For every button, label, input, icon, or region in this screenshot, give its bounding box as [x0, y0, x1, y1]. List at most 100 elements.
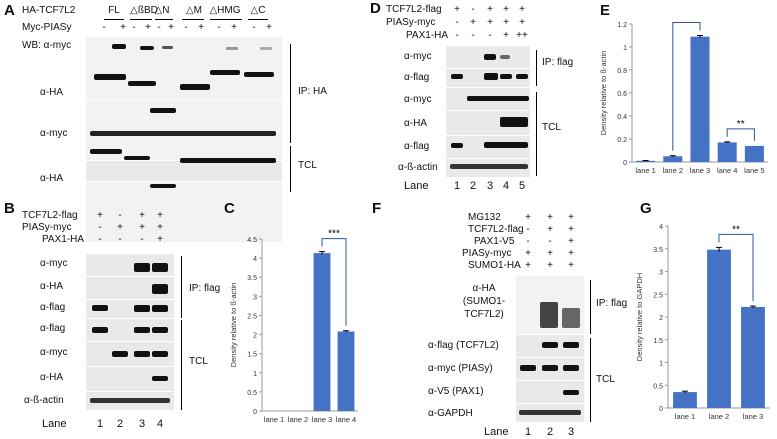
lane-sign: + [145, 22, 151, 33]
lane-label: Lane [484, 426, 509, 438]
row-label: PIASy-myc [386, 17, 436, 28]
x-tick-label: lane 4 [336, 415, 356, 424]
y-tick-label: 0 [659, 406, 663, 413]
group-bracket [536, 50, 537, 86]
bar [673, 392, 697, 408]
lane-sign: + [525, 260, 531, 271]
group-bracket [590, 338, 591, 422]
construct-underline [182, 19, 204, 20]
band [180, 158, 276, 163]
construct-label: FL [108, 5, 120, 16]
bar-chart-e: 0 0.2 0.4 0.6 0.8 1 1.2 Density relative to ß-a… [599, 18, 768, 175]
blot-label: α-GAPDH [428, 408, 473, 419]
row-label: PIASy-myc [22, 222, 72, 233]
blot-label: α-myc [40, 128, 68, 139]
blot-label: α-myc [404, 94, 432, 105]
lane-number: 4 [502, 180, 510, 192]
panel-label-a: A [4, 2, 15, 19]
panel-label-d: D [370, 0, 381, 17]
band [152, 327, 168, 333]
band [450, 164, 528, 169]
construct-underline [155, 19, 173, 20]
y-axis-label: Density relative to GAPDH [635, 273, 644, 361]
lane-sign: - [118, 234, 122, 245]
y-tick-label: 2.5 [247, 313, 257, 320]
bar-chart-c: 0 0.5 1 1.5 2 2.5 3 3.5 4 4.5 Density relative to … [229, 229, 358, 424]
bar [313, 253, 331, 411]
lane-number: 2 [116, 418, 124, 430]
blot-tcl-ha [86, 182, 282, 242]
lane-sign: + [503, 4, 509, 15]
row-label: MG132 [468, 212, 501, 223]
y-tick-label: 0.8 [617, 68, 627, 75]
lane-sign: + [231, 22, 237, 33]
lane-sign: + [157, 222, 163, 233]
band [92, 305, 108, 311]
lane-number: 5 [518, 180, 526, 192]
lane-sign: - [217, 22, 221, 33]
lane-sign: - [252, 22, 256, 33]
band [244, 72, 274, 77]
blot-label: α-HA [40, 372, 64, 383]
lane-sign: - [118, 210, 122, 221]
band [500, 74, 512, 79]
band [484, 73, 498, 80]
lane-sign: - [526, 224, 530, 235]
band [90, 398, 170, 403]
lane-sign: - [526, 236, 530, 247]
y-tick-label: 4 [253, 256, 257, 263]
lane-sign: + [470, 17, 476, 28]
lane-sign: ++ [516, 30, 528, 41]
lane-number: 2 [546, 426, 554, 438]
y-tick-label: 0.5 [247, 390, 257, 397]
construct-underline [210, 19, 242, 20]
lane-label: Lane [404, 180, 429, 192]
y-tick-label: 3 [659, 270, 663, 277]
lane-sign: + [454, 4, 460, 15]
y-tick-label: 1.2 [617, 22, 627, 29]
x-tick-label: lane 3 [690, 166, 710, 175]
lane-sign: - [488, 30, 492, 41]
band [540, 302, 558, 328]
y-tick-label: 1 [253, 371, 257, 378]
lane-sign: + [117, 222, 123, 233]
band [152, 376, 168, 381]
lane-sign: + [266, 22, 272, 33]
significance-label: *** [328, 229, 340, 240]
band [562, 308, 580, 328]
group-label-ip: IP: flag [596, 298, 628, 309]
blot-label: α-HA [40, 281, 64, 292]
y-tick-label: 0.2 [617, 137, 627, 144]
x-tick-label: lane 4 [717, 166, 737, 175]
y-tick-label: 1 [659, 361, 663, 368]
blot-label: α-myc [40, 258, 68, 269]
lane-number: 2 [469, 180, 477, 192]
construct-label: △N [154, 5, 170, 16]
lane-sign: + [120, 22, 126, 33]
group-label-ip: IP: flag [189, 283, 221, 294]
bar [717, 142, 737, 162]
x-tick-label: lane 2 [663, 166, 683, 175]
construct-underline [130, 19, 152, 20]
lane-sign: + [157, 234, 163, 245]
y-tick-label: 0 [253, 409, 257, 416]
band [519, 410, 581, 415]
y-tick-label: 3.5 [247, 275, 257, 282]
blot-label: α-V5 (PAX1) [428, 386, 484, 397]
band [451, 143, 463, 148]
lane-number: 4 [156, 418, 164, 430]
y-tick-label: 2 [253, 333, 257, 340]
lane-sign: - [102, 22, 106, 33]
blot-label: α-ß-actin [398, 162, 438, 173]
row-label: PAX1-V5 [474, 236, 515, 247]
band [90, 131, 276, 136]
band [516, 74, 528, 79]
y-tick-label: 1.5 [653, 338, 663, 345]
lane-sign: + [568, 212, 574, 223]
band [542, 365, 558, 371]
band [563, 342, 579, 348]
lane-sign: + [157, 210, 163, 221]
band [152, 305, 168, 312]
band [500, 117, 528, 127]
lane-sign: + [139, 210, 145, 221]
